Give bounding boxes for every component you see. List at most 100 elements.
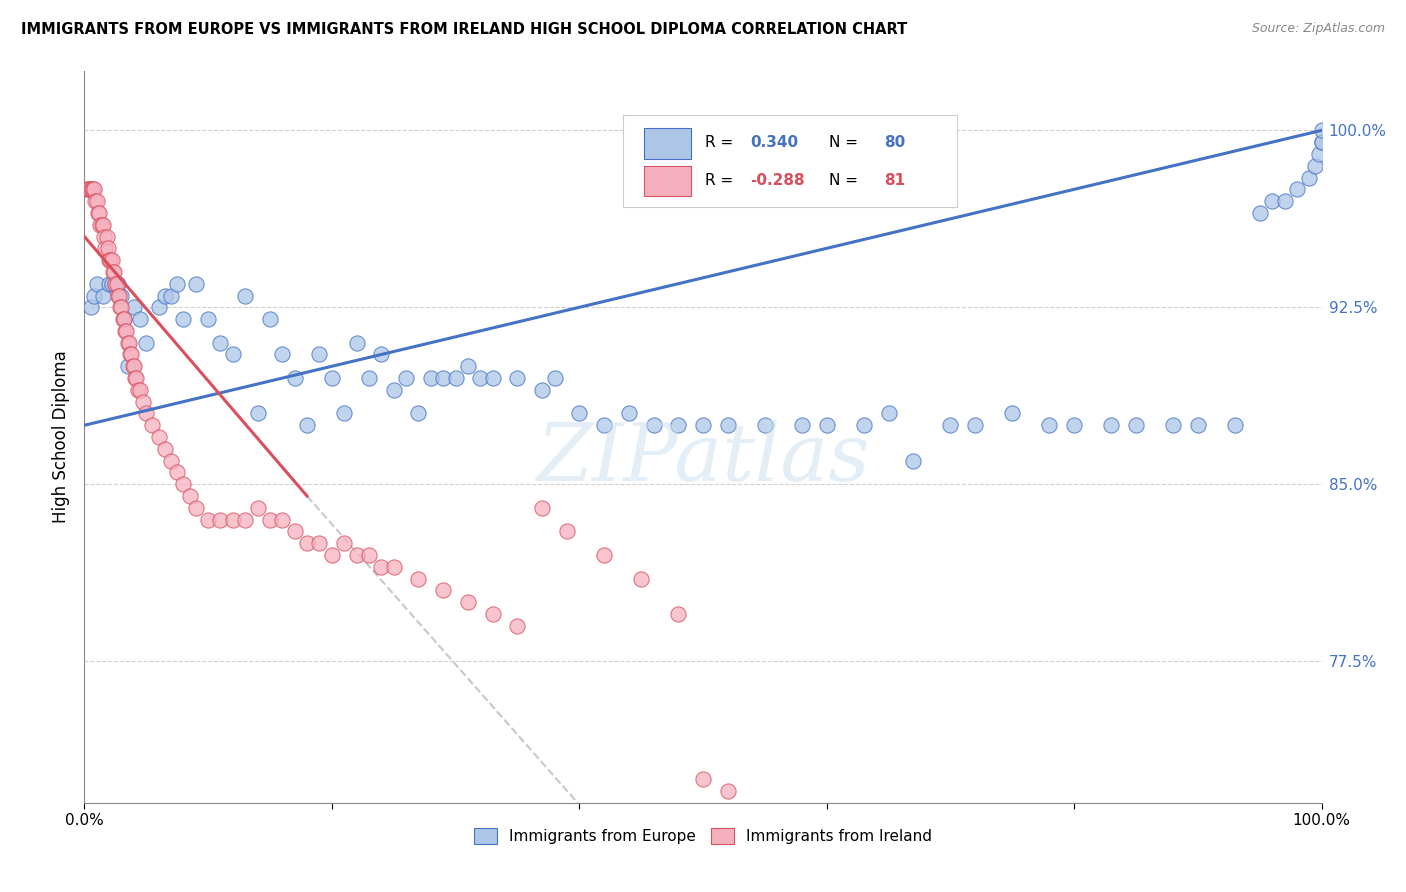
Point xyxy=(1125,418,1147,433)
Point xyxy=(543,371,565,385)
Point xyxy=(112,312,135,326)
Point xyxy=(568,407,591,421)
Bar xyxy=(644,166,690,196)
Point xyxy=(754,418,776,433)
Text: 81: 81 xyxy=(883,173,905,188)
Point xyxy=(209,335,232,350)
Point xyxy=(852,418,875,433)
Point xyxy=(96,229,118,244)
Point xyxy=(93,229,115,244)
Point xyxy=(89,206,111,220)
Point xyxy=(457,595,479,609)
Point xyxy=(120,347,142,361)
Point xyxy=(382,383,405,397)
Point xyxy=(104,277,127,291)
Point xyxy=(222,513,245,527)
Point xyxy=(432,583,454,598)
Point xyxy=(370,559,392,574)
FancyBboxPatch shape xyxy=(623,115,956,207)
Point xyxy=(643,418,665,433)
Point xyxy=(457,359,479,374)
Point xyxy=(1223,418,1246,433)
Text: -0.288: -0.288 xyxy=(749,173,804,188)
Point xyxy=(120,347,142,361)
Point xyxy=(121,359,143,374)
Point xyxy=(815,418,838,433)
Point xyxy=(395,371,418,385)
Point xyxy=(470,371,492,385)
Point xyxy=(357,548,380,562)
Point xyxy=(153,442,176,456)
Point xyxy=(97,241,120,255)
Point xyxy=(166,466,188,480)
Point xyxy=(1310,135,1333,149)
Point xyxy=(593,418,616,433)
Point xyxy=(86,194,108,208)
Point xyxy=(197,513,219,527)
Point xyxy=(295,418,318,433)
Point xyxy=(346,548,368,562)
Point xyxy=(103,265,125,279)
Point xyxy=(481,607,503,621)
Point xyxy=(100,277,122,291)
Point xyxy=(1161,418,1184,433)
Point xyxy=(91,288,114,302)
Text: 0.340: 0.340 xyxy=(749,135,799,150)
Point xyxy=(346,335,368,350)
Point xyxy=(117,359,139,374)
Point xyxy=(129,383,152,397)
Point xyxy=(271,513,294,527)
Text: Source: ZipAtlas.com: Source: ZipAtlas.com xyxy=(1251,22,1385,36)
Point xyxy=(79,182,101,196)
Point xyxy=(83,182,105,196)
Point xyxy=(100,253,122,268)
Point xyxy=(114,324,136,338)
Point xyxy=(531,383,554,397)
Text: ZIPatlas: ZIPatlas xyxy=(536,420,870,498)
Point xyxy=(179,489,201,503)
Point xyxy=(107,277,129,291)
Point xyxy=(965,418,987,433)
Point xyxy=(1285,182,1308,196)
Point xyxy=(506,371,529,385)
Point xyxy=(877,407,900,421)
Point xyxy=(284,371,307,385)
Point xyxy=(91,218,114,232)
Point xyxy=(790,418,813,433)
Point xyxy=(117,335,139,350)
Point xyxy=(1099,418,1122,433)
Point xyxy=(1305,159,1327,173)
Point xyxy=(419,371,441,385)
Point xyxy=(125,371,148,385)
Text: N =: N = xyxy=(830,173,858,188)
Point xyxy=(153,288,176,302)
Point xyxy=(408,407,430,421)
Point xyxy=(135,407,157,421)
Point xyxy=(259,513,281,527)
Point xyxy=(141,418,163,433)
Point xyxy=(1063,418,1085,433)
Point xyxy=(79,301,101,315)
Text: 80: 80 xyxy=(883,135,905,150)
Point xyxy=(84,194,107,208)
Point xyxy=(233,513,256,527)
Point xyxy=(370,347,392,361)
Point xyxy=(1310,123,1333,137)
Point xyxy=(717,418,740,433)
Point xyxy=(122,359,145,374)
Point xyxy=(444,371,467,385)
Point xyxy=(124,371,146,385)
Point xyxy=(259,312,281,326)
Point xyxy=(77,182,100,196)
Point xyxy=(222,347,245,361)
Point xyxy=(110,301,132,315)
Point xyxy=(82,182,104,196)
Point xyxy=(129,312,152,326)
Point xyxy=(321,548,343,562)
Point xyxy=(308,347,330,361)
Point xyxy=(131,394,153,409)
Point xyxy=(481,371,503,385)
Point xyxy=(939,418,962,433)
Point xyxy=(105,277,128,291)
Point xyxy=(94,241,117,255)
